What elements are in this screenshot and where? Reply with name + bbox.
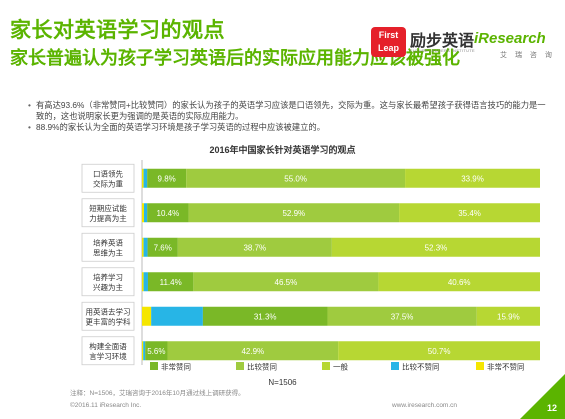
data-label: 7.6%: [154, 243, 172, 252]
category-label: 兴趣为主: [93, 282, 123, 292]
bar-segment: [143, 341, 146, 361]
bar-segment: [378, 272, 540, 292]
legend-swatch: [391, 362, 399, 370]
bar-segment: [177, 237, 332, 257]
bar-segment: [399, 203, 540, 223]
bar-segment: [147, 168, 187, 188]
category-label: 思维为主: [93, 247, 123, 257]
category-label-box: [81, 198, 135, 228]
category-label: 力提高为主: [89, 213, 127, 223]
data-label: 10.4%: [157, 209, 180, 218]
firstleap-tagline: FUTURE LEADERS INSTITUTE: [410, 48, 475, 53]
legend-swatch: [322, 362, 330, 370]
iresearch-logo: iResearch: [474, 30, 546, 47]
bullet-item: 有高达93.6%（非常赞同+比较赞同）的家长认为孩子的英语学习应该是口语领先，交…: [28, 100, 548, 122]
legend-swatch: [150, 362, 158, 370]
category-label: 培养学习: [93, 272, 123, 282]
bar-segment: [142, 237, 144, 257]
legend-label: 非常赞同: [161, 362, 191, 372]
data-label: 55.0%: [284, 174, 307, 183]
bar-segment: [188, 203, 400, 223]
page-subtitle: 家长普遍认为孩子学习英语后的实际应用能力应该被强化: [10, 48, 460, 68]
bullet-item: 88.9%的家长认为全面的英语学习环境是孩子学习英语的过程中应该被建立的。: [28, 122, 548, 133]
data-label: 52.3%: [425, 243, 448, 252]
category-label: 交际为重: [93, 178, 123, 188]
category-label: 短期应试能: [89, 203, 127, 213]
firstleap-name: 励步英语: [410, 33, 475, 50]
bar-segment: [147, 203, 189, 223]
chart-title: 2016年中国家长针对英语学习的观点: [209, 145, 356, 155]
bar-segment: [145, 341, 168, 361]
bar-segment: [151, 306, 203, 326]
iresearch-cn-name: 艾 瑞 咨 询: [500, 52, 555, 59]
legend-swatch: [236, 362, 244, 370]
data-label: 15.9%: [497, 312, 520, 321]
bar-segment: [142, 272, 144, 292]
bar-segment: [476, 306, 540, 326]
bar-segment: [167, 341, 339, 361]
data-label: 52.9%: [282, 209, 305, 218]
category-label-box: [81, 232, 135, 262]
bar-segment: [331, 237, 540, 257]
corner-decoration: [520, 374, 565, 419]
data-label: 31.3%: [254, 312, 277, 321]
bar-segment: [327, 306, 477, 326]
page-title: 家长对英语学习的观点: [10, 19, 225, 42]
bar-segment: [143, 237, 148, 257]
category-label: 用英语去学习: [86, 306, 131, 316]
category-label: 培养英语: [93, 237, 123, 247]
data-label: 38.7%: [243, 243, 266, 252]
category-label: 构建全面语: [89, 341, 127, 351]
category-label-box: [81, 267, 135, 297]
bar-segment: [147, 272, 194, 292]
category-label-box: [81, 336, 135, 366]
category-label-box: [81, 163, 135, 193]
footer-website: www.iresearch.com.cn: [392, 402, 458, 409]
legend-label: 一般: [333, 362, 348, 372]
bar-segment: [202, 306, 328, 326]
category-label: 口语领先: [93, 168, 123, 178]
data-label: 33.9%: [461, 174, 484, 183]
bar-segment: [193, 272, 379, 292]
category-label-box: [81, 301, 135, 331]
footer-copyright: ©2016.11 iResearch Inc.: [70, 402, 142, 409]
bar-segment: [142, 168, 144, 188]
data-label: 9.8%: [158, 174, 176, 183]
data-label: 35.4%: [458, 209, 481, 218]
legend-label: 非常不赞同: [487, 362, 525, 372]
bar-segment: [142, 341, 144, 361]
category-label: 更丰富的学科: [86, 316, 131, 326]
bar-segment: [143, 272, 148, 292]
data-label: 40.6%: [448, 278, 471, 287]
chart-note: 注释：N=1506，艾瑞咨询于2016年10月通过线上调研获得。: [70, 390, 245, 397]
data-label: 42.9%: [241, 347, 264, 356]
bar-segment: [147, 237, 178, 257]
data-label: 37.5%: [391, 312, 414, 321]
bar-segment: [143, 168, 148, 188]
legend-label: 比较赞同: [247, 362, 277, 372]
data-label: 11.4%: [160, 278, 182, 287]
data-label: 46.5%: [275, 278, 298, 287]
bar-segment: [143, 203, 148, 223]
legend-swatch: [476, 362, 484, 370]
bar-segment: [186, 168, 406, 188]
bar-segment: [405, 168, 540, 188]
category-label: 言学习环境: [89, 351, 127, 361]
firstleap-logo: First Leap: [371, 27, 406, 57]
bar-segment: [142, 203, 144, 223]
bar-segment: [142, 306, 152, 326]
legend-label: 比较不赞同: [402, 362, 440, 372]
sample-size-label: N=1506: [268, 378, 297, 387]
data-label: 50.7%: [428, 347, 451, 356]
page-number: 12: [546, 403, 557, 413]
data-label: 5.6%: [147, 347, 165, 356]
bar-segment: [338, 341, 540, 361]
bullet-list: 有高达93.6%（非常赞同+比较赞同）的家长认为孩子的英语学习应该是口语领先，交…: [28, 100, 548, 133]
